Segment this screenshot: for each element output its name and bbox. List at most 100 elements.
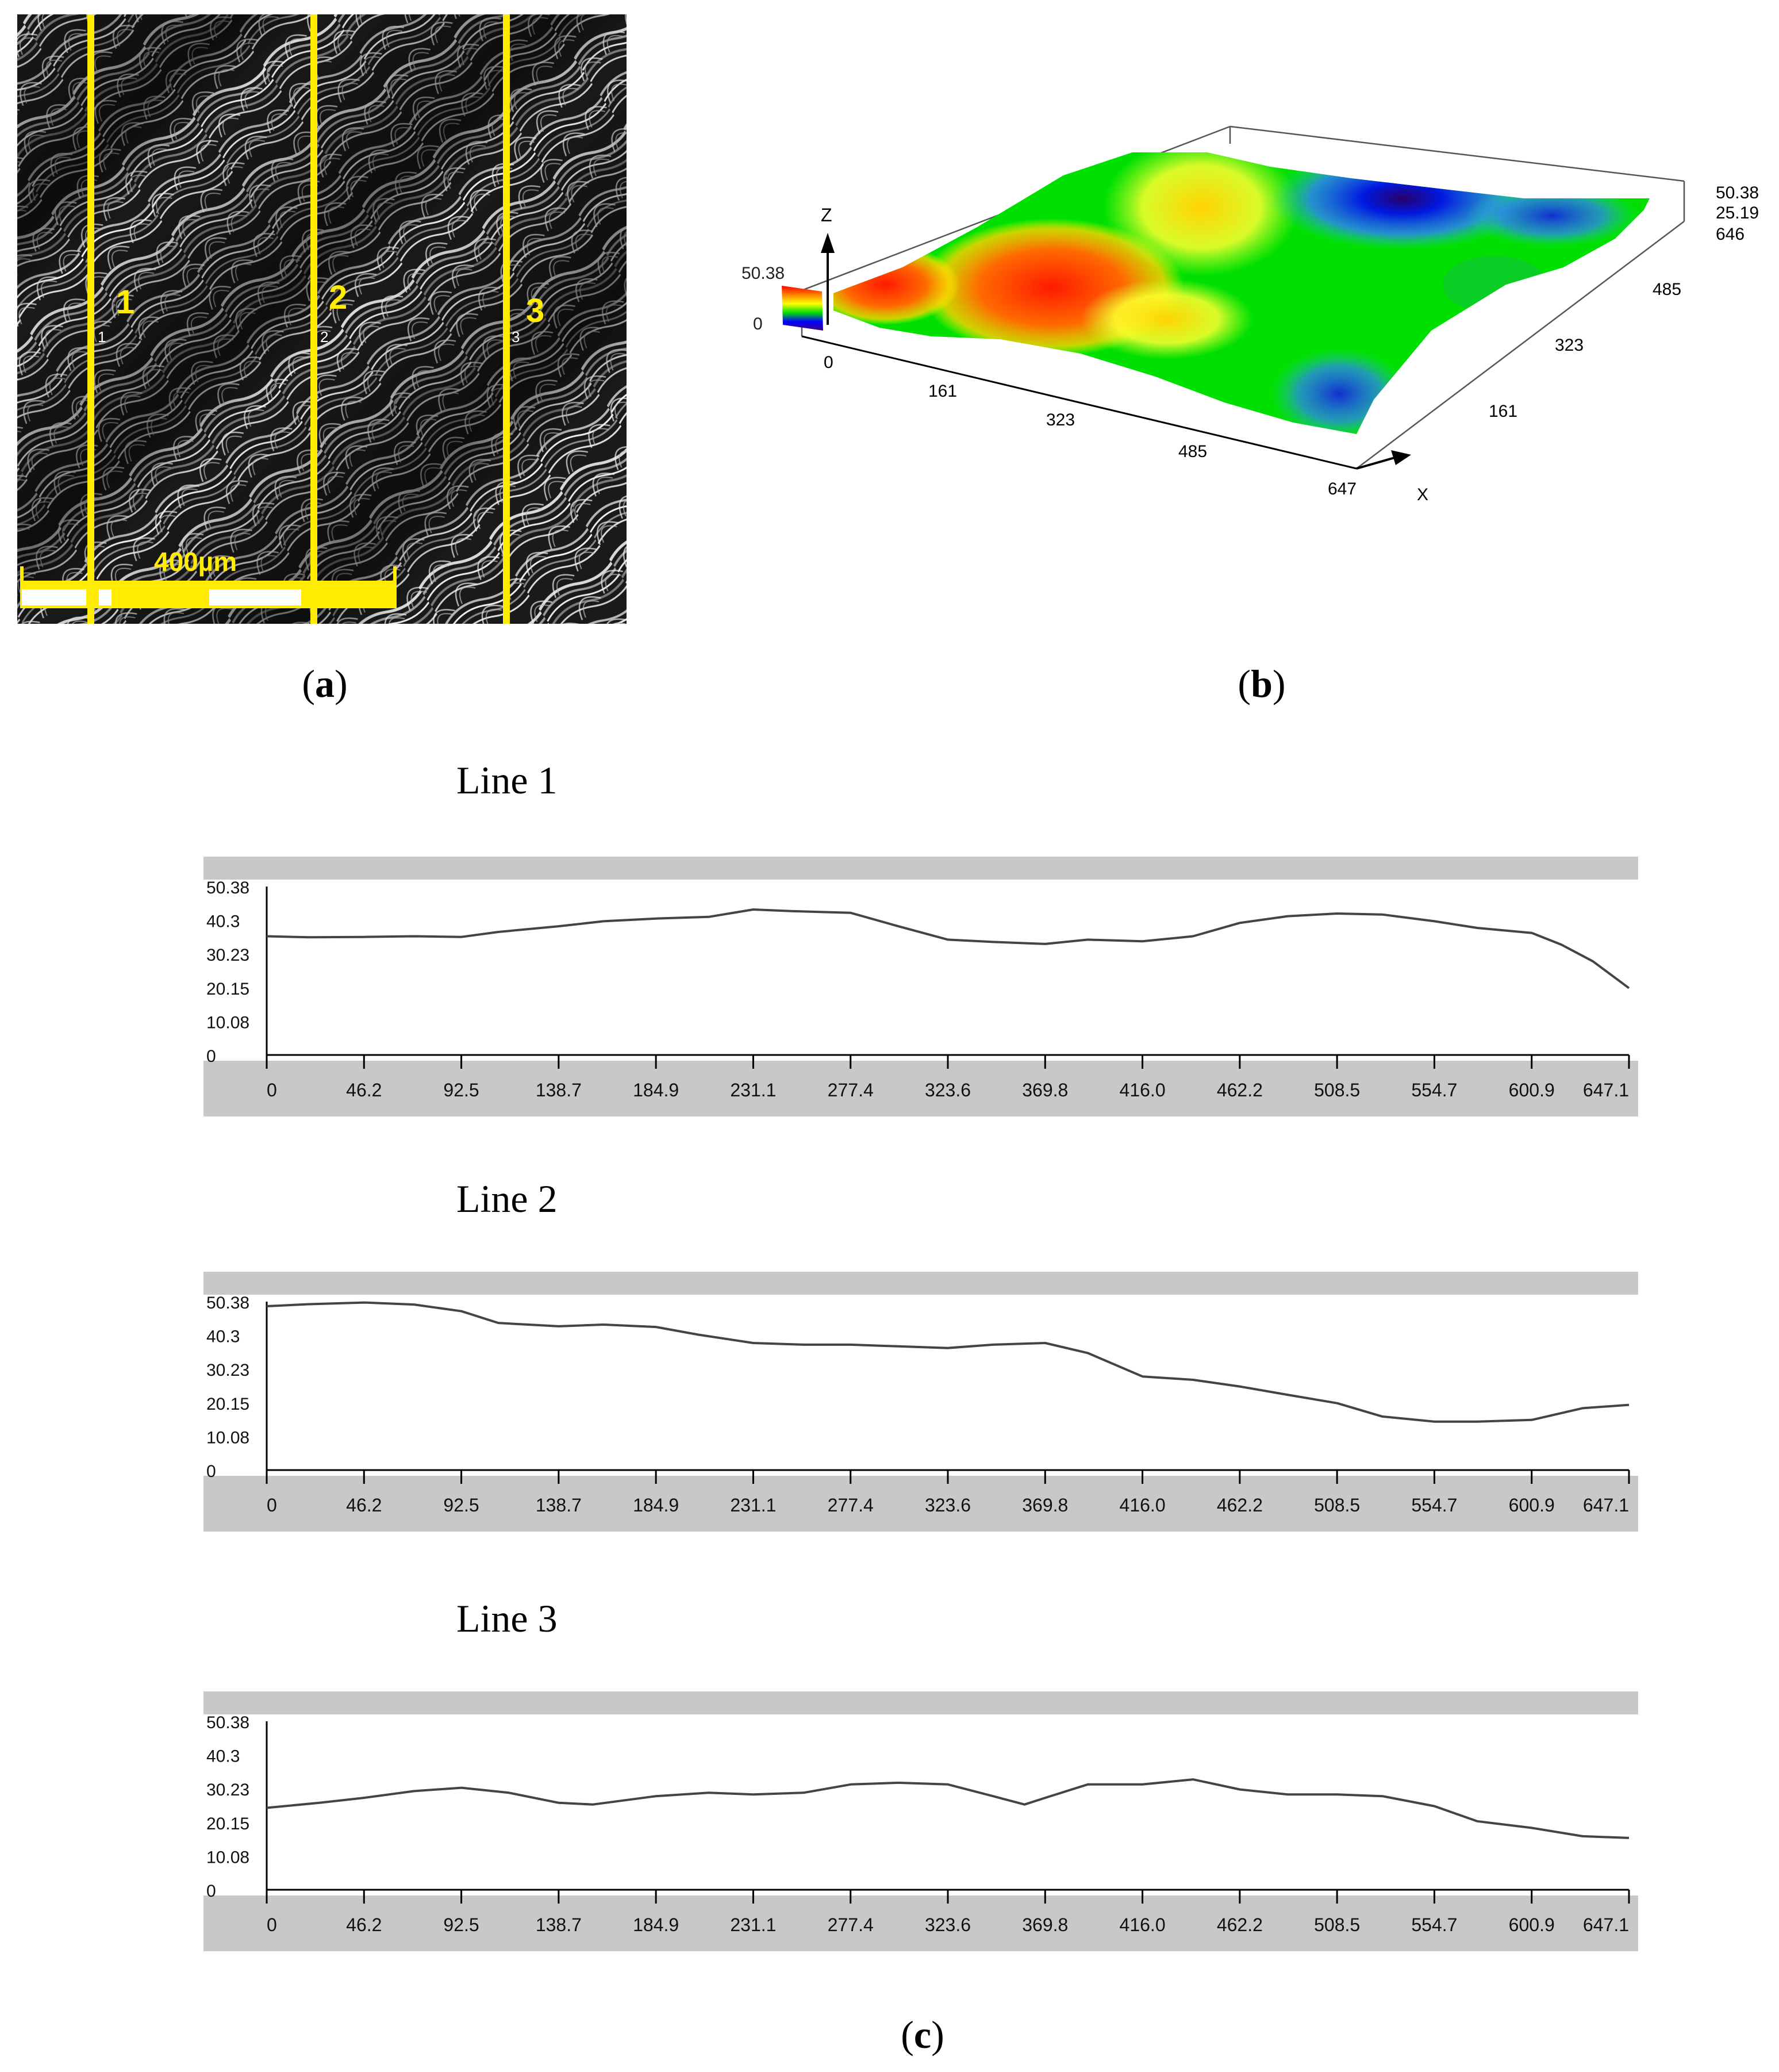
z-axis-label: Z: [821, 205, 832, 225]
x-tick-label: 46.2: [346, 1080, 382, 1100]
x-tick-label: 138.7: [536, 1080, 582, 1100]
y-tick-label: 50.38: [206, 878, 249, 897]
scale-bar-label: 400µm: [154, 547, 237, 577]
front-axis: X 0 161 323 485 647: [801, 335, 1428, 504]
x-tick-label: 462.2: [1217, 1495, 1263, 1515]
x-tick-label: 0: [267, 1495, 277, 1515]
y-tick-label: 50.38: [206, 1713, 249, 1732]
x-tick-label: 46.2: [346, 1495, 382, 1515]
line-3-title: Line 3: [456, 1597, 558, 1640]
x-tick-label: 554.7: [1411, 1080, 1457, 1100]
side-tick-485: 485: [1653, 280, 1681, 299]
x-tick-label: 92.5: [443, 1914, 479, 1935]
x-tick-label: 0: [267, 1080, 277, 1100]
y-tick-label: 20.15: [206, 980, 249, 999]
x-tick-label: 416.0: [1120, 1495, 1166, 1515]
x-tick-label: 416.0: [1120, 1914, 1166, 1935]
front-tick-647: 647: [1328, 479, 1357, 498]
x-tick-label: 462.2: [1217, 1914, 1263, 1935]
x-tick-label: 416.0: [1120, 1080, 1166, 1100]
x-tick-label: 647.1: [1583, 1914, 1629, 1935]
x-tick-label: 508.5: [1314, 1495, 1360, 1515]
x-tick-label: 231.1: [730, 1495, 776, 1515]
line-1-title: Line 1: [456, 758, 558, 802]
x-tick-label: 231.1: [730, 1914, 776, 1935]
y-tick-label: 40.3: [206, 1747, 240, 1766]
surface-plot: [833, 152, 1650, 434]
line-2-title: Line 2: [456, 1177, 558, 1221]
x-tick-label: 0: [267, 1914, 277, 1935]
measure-line-2: [310, 14, 317, 624]
line-label-3: 3: [526, 292, 544, 329]
profile-series-line: [266, 1301, 1630, 1423]
x-tick-label: 231.1: [730, 1080, 776, 1100]
side-tick-323: 323: [1555, 336, 1584, 355]
front-tick-485: 485: [1178, 442, 1207, 461]
x-tick-label: 508.5: [1314, 1914, 1360, 1935]
side-axis: 161 323 485 50.38 25.19 646: [1489, 183, 1759, 421]
caption-b: (b): [1238, 662, 1286, 705]
x-tick-label: 462.2: [1217, 1080, 1263, 1100]
measure-line-1: [87, 14, 94, 624]
x-tick-label: 323.6: [925, 1080, 971, 1100]
x-tick-label: 508.5: [1314, 1080, 1360, 1100]
profile-series-line: [266, 1778, 1630, 1839]
z-tick-mid: 25.19: [1716, 204, 1759, 222]
profile-series-line: [266, 908, 1630, 989]
plot-background: [203, 1714, 1638, 1896]
profile-chart-line-1: 50.38 40.3 30.23 20.15 10.08 0 0 46.2 92.5 138.7 1…: [203, 857, 1638, 1116]
z-tick-top: 50.38: [1716, 183, 1759, 202]
front-tick-161: 161: [928, 382, 957, 401]
y-tick-label: 40.3: [206, 912, 240, 931]
x-tick-label: 92.5: [443, 1080, 479, 1100]
x-tick-label: 647.1: [1583, 1495, 1629, 1515]
line-1-svg: 50.38 40.3 30.23 20.15 10.08 0 0 46.2 92.5 138.7 1…: [203, 878, 1638, 1100]
x-tick-label: 138.7: [536, 1495, 582, 1515]
x-tick-label: 277.4: [828, 1080, 874, 1100]
x-tick-label: 647.1: [1583, 1080, 1629, 1100]
y-tick-label: 30.23: [206, 1781, 249, 1799]
line-small-label-2: 2: [320, 328, 328, 346]
line-small-label-3: 3: [512, 328, 520, 346]
y-tick-label: 20.15: [206, 1395, 249, 1414]
line-2-svg: 50.38 40.3 30.23 20.15 10.08 0 0 46.2 92.5 138.7 1…: [203, 1294, 1638, 1515]
profile-chart-line-3: 50.38 40.3 30.23 20.15 10.08 0 0 46.2 92.5 138.7 1…: [203, 1691, 1638, 1951]
line-label-1: 1: [116, 283, 135, 321]
x-tick-label: 277.4: [828, 1495, 874, 1515]
z-axis: Z: [821, 205, 835, 325]
x-tick-label: 46.2: [346, 1914, 382, 1935]
plot-background: [203, 1295, 1638, 1476]
colorbar-min-label: 0: [753, 314, 763, 333]
scale-bar: 400µm: [20, 547, 397, 608]
side-tick-161: 161: [1489, 402, 1517, 421]
y-tick-label: 30.23: [206, 1361, 249, 1380]
y-tick-label: 10.08: [206, 1013, 249, 1032]
x-tick-label: 92.5: [443, 1495, 479, 1515]
front-tick-323: 323: [1046, 410, 1075, 429]
line-small-label-1: 1: [98, 328, 106, 346]
y-tick-label: 30.23: [206, 946, 249, 965]
y-tick-label: 0: [206, 1462, 216, 1481]
x-tick-label: 554.7: [1411, 1495, 1457, 1515]
z-tick-bottom: 646: [1716, 225, 1745, 244]
micrograph-svg: 1 2 3 1 2 3 400µm: [17, 14, 627, 624]
y-tick-label: 40.3: [206, 1327, 240, 1346]
x-tick-label: 369.8: [1022, 1080, 1068, 1100]
x-tick-label: 369.8: [1022, 1495, 1068, 1515]
panel-b-surface: Z 50.38 0 X 0 161 323: [730, 112, 1765, 526]
x-tick-label: 323.6: [925, 1495, 971, 1515]
x-tick-label: 554.7: [1411, 1914, 1457, 1935]
y-tick-label: 0: [206, 1047, 216, 1066]
surface-svg: Z 50.38 0 X 0 161 323: [741, 125, 1759, 504]
caption-a: (a): [302, 662, 348, 705]
x-tick-label: 184.9: [633, 1495, 679, 1515]
x-axis-label: X: [1417, 485, 1428, 504]
x-tick-label: 600.9: [1509, 1080, 1555, 1100]
colorbar-max-label: 50.38: [741, 264, 785, 283]
line-label-2: 2: [329, 279, 347, 316]
y-tick-label: 20.15: [206, 1814, 249, 1833]
y-tick-label: 50.38: [206, 1294, 249, 1313]
x-tick-label: 600.9: [1509, 1495, 1555, 1515]
panel-a-micrograph: 1 2 3 1 2 3 400µm: [17, 14, 627, 624]
colorbar: 50.38 0: [741, 264, 823, 333]
